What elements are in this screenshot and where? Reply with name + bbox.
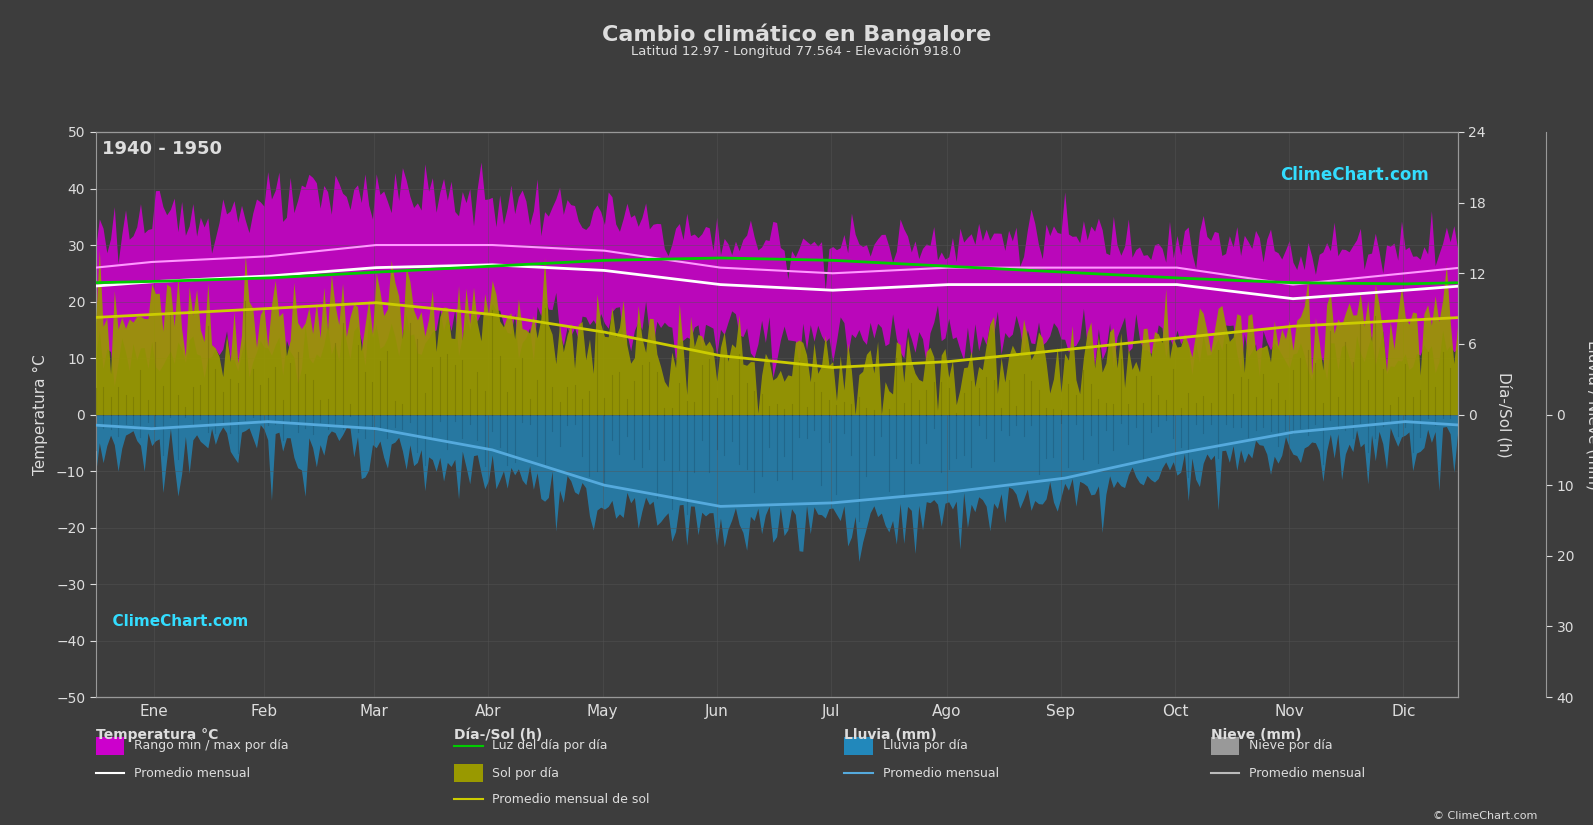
Y-axis label: Temperatura °C: Temperatura °C	[32, 354, 48, 475]
Text: © ClimeChart.com: © ClimeChart.com	[1432, 811, 1537, 821]
Text: Promedio mensual: Promedio mensual	[134, 766, 250, 780]
Text: Nieve por día: Nieve por día	[1249, 739, 1332, 752]
Text: Lluvia (mm): Lluvia (mm)	[844, 728, 937, 742]
Text: Temperatura °C: Temperatura °C	[96, 728, 218, 742]
Text: Promedio mensual: Promedio mensual	[883, 766, 999, 780]
Text: Nieve (mm): Nieve (mm)	[1211, 728, 1301, 742]
Text: Cambio climático en Bangalore: Cambio climático en Bangalore	[602, 23, 991, 45]
Y-axis label: Día-/Sol (h): Día-/Sol (h)	[1497, 372, 1512, 457]
Text: Promedio mensual: Promedio mensual	[1249, 766, 1365, 780]
Text: Latitud 12.97 - Longitud 77.564 - Elevación 918.0: Latitud 12.97 - Longitud 77.564 - Elevac…	[631, 45, 962, 59]
Text: ClimeChart.com: ClimeChart.com	[1281, 166, 1429, 184]
Text: Sol por día: Sol por día	[492, 766, 559, 780]
Text: Lluvia por día: Lluvia por día	[883, 739, 967, 752]
Text: Luz del día por día: Luz del día por día	[492, 739, 609, 752]
Text: 1940 - 1950: 1940 - 1950	[102, 140, 223, 158]
Text: ClimeChart.com: ClimeChart.com	[102, 615, 249, 629]
Text: Promedio mensual de sol: Promedio mensual de sol	[492, 793, 650, 806]
Text: Rango min / max por día: Rango min / max por día	[134, 739, 288, 752]
Text: Día-/Sol (h): Día-/Sol (h)	[454, 728, 542, 742]
Y-axis label: Lluvia / Nieve (mm): Lluvia / Nieve (mm)	[1585, 340, 1593, 489]
